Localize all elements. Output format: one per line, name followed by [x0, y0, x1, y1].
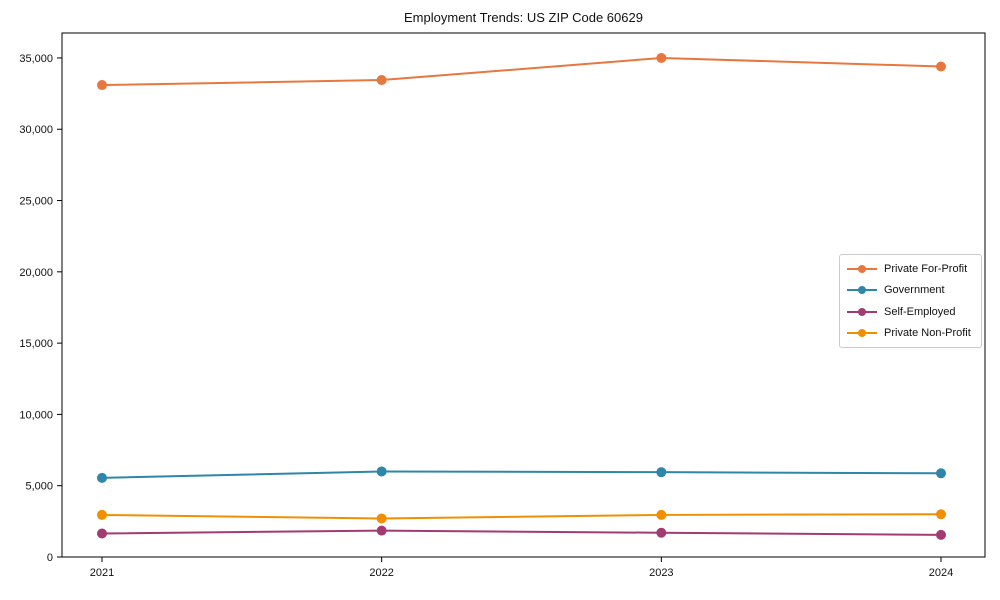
data-point [656, 52, 667, 63]
y-tick-label: 15,000 [19, 338, 53, 350]
line-marker-icon [847, 264, 877, 274]
legend-label: Private Non-Profit [884, 327, 971, 340]
data-point [97, 509, 107, 520]
data-point [936, 468, 946, 479]
y-tick-label: 35,000 [19, 53, 53, 65]
legend-dot-icon [858, 264, 866, 273]
line-marker-icon [847, 307, 877, 317]
line-marker-icon [847, 328, 877, 338]
y-tick-label: 30,000 [19, 124, 53, 136]
chart-title: Employment Trends: US ZIP Code 60629 [404, 10, 643, 25]
line-marker-icon [847, 285, 877, 295]
data-point [376, 513, 387, 524]
data-point [97, 80, 107, 91]
legend-dot-icon [858, 329, 866, 338]
legend-label: Private For-Profit [884, 262, 968, 275]
y-tick-label: 20,000 [19, 267, 53, 279]
data-point [376, 525, 387, 536]
x-tick-label: 2021 [90, 567, 114, 579]
series-line [101, 513, 942, 520]
legend-item: Government [847, 284, 974, 296]
legend: Private For-Profit Government Self-Emplo… [839, 254, 982, 348]
legend-label: Self-Employed [884, 305, 956, 318]
data-point [936, 509, 946, 520]
x-tick-label: 2023 [649, 567, 673, 579]
data-point [656, 527, 667, 538]
legend-dot-icon [858, 286, 866, 295]
data-point [97, 528, 107, 539]
series-line [101, 470, 942, 479]
data-point [656, 467, 667, 478]
data-point [936, 529, 946, 540]
legend-item: Private Non-Profit [847, 327, 974, 339]
series-line [101, 529, 942, 536]
y-tick-label: 10,000 [19, 409, 53, 421]
legend-label: Government [884, 284, 945, 297]
legend-dot-icon [858, 307, 866, 316]
data-point [376, 75, 387, 86]
plot-frame [61, 32, 986, 558]
data-point [97, 472, 107, 483]
legend-item: Self-Employed [847, 306, 974, 318]
series-line [101, 56, 942, 87]
x-tick-label: 2022 [369, 567, 393, 579]
data-point [936, 61, 946, 72]
x-tick-label: 2024 [929, 567, 953, 579]
data-point [376, 466, 387, 477]
y-tick-label: 0 [47, 552, 53, 564]
data-point [656, 509, 667, 520]
legend-item: Private For-Profit [847, 263, 974, 275]
y-tick-label: 5,000 [25, 481, 53, 493]
y-tick-label: 25,000 [19, 196, 53, 208]
